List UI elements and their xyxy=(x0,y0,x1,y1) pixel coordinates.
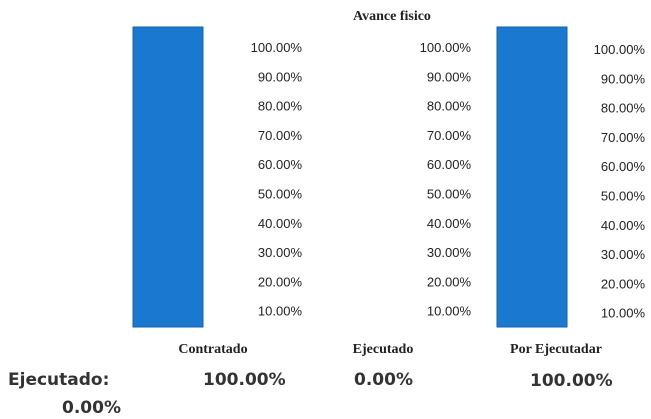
bar-value-label-por-ejecutadar: 100.00% xyxy=(530,371,613,391)
ytick-label: 60.00% xyxy=(601,159,646,174)
ytick-label: 10.00% xyxy=(601,306,646,321)
ytick-label: 70.00% xyxy=(258,128,303,143)
ytick-label: 60.00% xyxy=(427,157,472,172)
ytick-label: 40.00% xyxy=(258,216,303,231)
summary-value: 0.00% xyxy=(62,398,121,418)
chart-title: Avance fisico xyxy=(353,9,431,24)
ytick-label: 80.00% xyxy=(601,101,646,116)
ytick-label: 20.00% xyxy=(427,274,472,289)
ytick-label: 30.00% xyxy=(258,245,303,260)
ytick-label: 60.00% xyxy=(258,157,303,172)
bar-por-ejecutadar xyxy=(496,26,568,328)
ytick-label: 70.00% xyxy=(601,130,646,145)
ytick-label: 100.00% xyxy=(251,40,303,55)
ytick-label: 50.00% xyxy=(258,187,303,202)
ytick-label: 20.00% xyxy=(258,274,303,289)
bar-value-label-contratado: 100.00% xyxy=(203,370,286,390)
bar-value-label-ejecutado: 0.00% xyxy=(354,370,413,390)
ytick-label: 90.00% xyxy=(601,71,646,86)
ytick-label: 70.00% xyxy=(427,128,472,143)
ytick-label: 50.00% xyxy=(601,189,646,204)
ytick-label: 10.00% xyxy=(427,304,472,319)
ytick-label: 90.00% xyxy=(258,69,303,84)
ytick-label: 30.00% xyxy=(601,247,646,262)
ytick-label: 100.00% xyxy=(594,42,646,57)
ytick-label: 80.00% xyxy=(258,99,303,114)
bar-contratado xyxy=(132,26,204,328)
ytick-label: 10.00% xyxy=(258,304,303,319)
ytick-label: 100.00% xyxy=(420,40,472,55)
summary-label: Ejecutado: xyxy=(8,370,110,390)
category-label-ejecutado: Ejecutado xyxy=(353,342,414,357)
ytick-label: 50.00% xyxy=(427,187,472,202)
category-label-contratado: Contratado xyxy=(178,342,247,357)
ytick-label: 80.00% xyxy=(427,99,472,114)
ytick-label: 40.00% xyxy=(601,218,646,233)
ytick-label: 20.00% xyxy=(601,276,646,291)
category-label-por-ejecutadar: Por Ejecutadar xyxy=(510,342,602,357)
ytick-label: 30.00% xyxy=(427,245,472,260)
ytick-label: 40.00% xyxy=(427,216,472,231)
ytick-label: 90.00% xyxy=(427,69,472,84)
